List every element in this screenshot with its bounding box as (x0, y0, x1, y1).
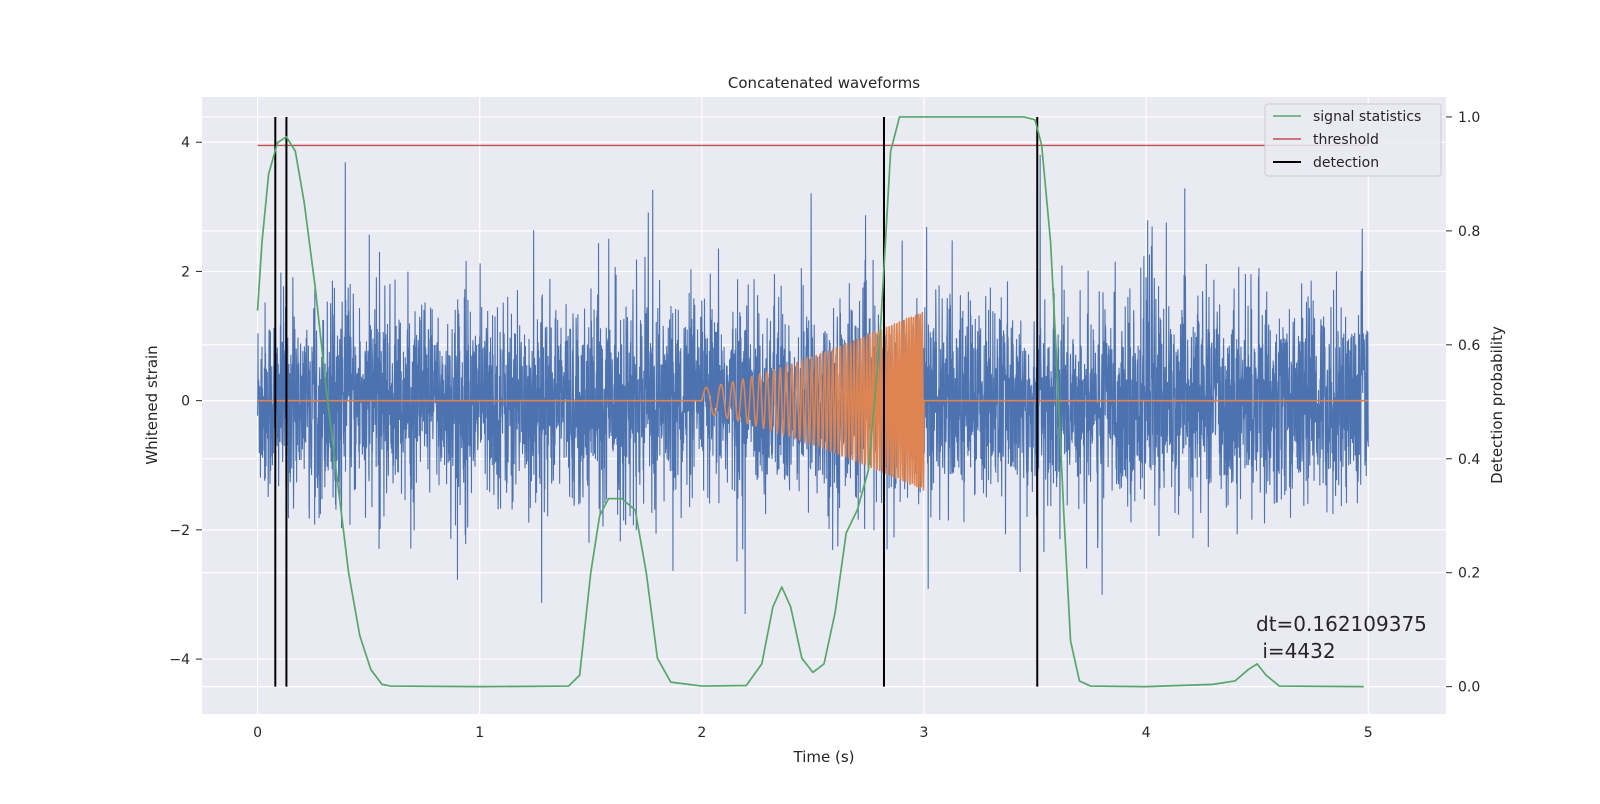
x-tick-label: 4 (1142, 725, 1151, 741)
template-series-line (257, 312, 1369, 491)
y2-tick-label: 0.8 (1458, 224, 1480, 240)
y-tick-label: 4 (181, 135, 190, 151)
y-tick-label: 0 (181, 394, 190, 410)
annotation-line: i=4432 (1256, 639, 1336, 663)
y2-tick-label: 0.2 (1458, 566, 1480, 582)
x-tick-label: 5 (1364, 725, 1373, 741)
series (256, 116, 1369, 688)
x-tick-label: 3 (920, 725, 929, 741)
y-tick-label: 2 (181, 264, 190, 280)
annotation-line: dt=0.162109375 (1256, 612, 1427, 636)
legend-label-signal-statistics: signal statistics (1313, 109, 1421, 125)
y2-tick-label: 0.4 (1458, 452, 1480, 468)
y-tick-label: −2 (169, 523, 190, 539)
signal-statistics-line (256, 116, 1364, 688)
y2-axis-label: Detection probability (1488, 326, 1506, 484)
x-axis-label: Time (s) (793, 748, 855, 766)
legend-box (1264, 103, 1442, 177)
axes: Concatenated waveforms Time (s) Whitened… (143, 74, 1506, 766)
y2-tick-label: 0.0 (1458, 680, 1480, 696)
y2-tick-label: 0.6 (1458, 338, 1480, 354)
grid (202, 97, 1446, 714)
chart-title: Concatenated waveforms (728, 74, 920, 92)
x-tick-label: 1 (475, 725, 484, 741)
legend-label-detection: detection (1313, 155, 1379, 171)
annotation-text: dt=0.162109375 i=4432 (1256, 612, 1427, 663)
legend: signal statistics threshold detection (1264, 103, 1442, 177)
legend-label-threshold: threshold (1313, 132, 1379, 148)
x-tick-label: 0 (253, 725, 262, 741)
y2-tick-label: 1.0 (1458, 110, 1480, 126)
x-tick-label: 2 (697, 725, 706, 741)
y-tick-label: −4 (169, 652, 190, 668)
y-axis-label: Whitened strain (143, 345, 161, 464)
